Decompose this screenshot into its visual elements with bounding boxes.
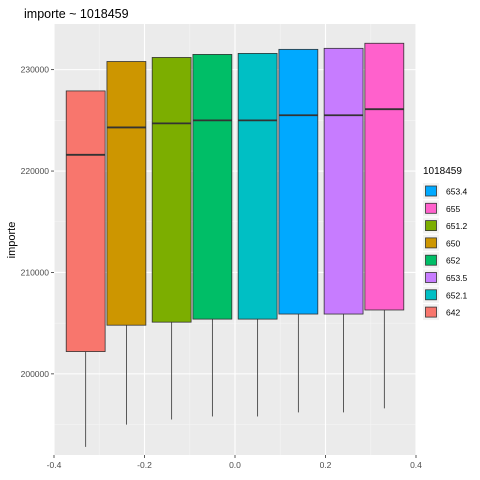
y-axis: 200000 210000 220000 230000 bbox=[21, 65, 54, 379]
legend-swatch bbox=[425, 306, 437, 318]
legend-label: 650 bbox=[446, 238, 460, 248]
legend-swatch bbox=[425, 202, 437, 214]
box-body bbox=[65, 90, 106, 352]
legend-item: 651.2 bbox=[423, 217, 468, 234]
y-tick-label: 200000 bbox=[21, 369, 50, 379]
legend-label: 652 bbox=[446, 256, 460, 266]
legend-swatch bbox=[425, 220, 437, 232]
box-body bbox=[237, 53, 278, 320]
legend-swatch bbox=[425, 254, 437, 266]
legend: 653.4 655 651.2 650 652 653.5 652.1 642 bbox=[423, 183, 468, 321]
legend-swatch bbox=[425, 185, 437, 197]
legend-swatch bbox=[425, 289, 437, 301]
y-tick-label: 230000 bbox=[21, 65, 50, 75]
x-tick-label: 0.4 bbox=[410, 460, 422, 470]
box-body bbox=[323, 47, 364, 315]
x-tick-label: -0.2 bbox=[137, 460, 152, 470]
boxes bbox=[65, 42, 405, 447]
box-653.5 bbox=[323, 47, 364, 413]
chart-title: importe ~ 1018459 bbox=[24, 7, 129, 21]
legend-swatch bbox=[425, 272, 437, 283]
box-652.1 bbox=[237, 53, 278, 417]
box-655 bbox=[364, 42, 405, 409]
x-tick-label: 0.0 bbox=[229, 460, 241, 470]
legend-label: 652.1 bbox=[446, 290, 468, 300]
legend-label: 653.5 bbox=[446, 273, 468, 283]
x-tick-label: -0.4 bbox=[47, 460, 62, 470]
x-axis: -0.4 -0.2 0.0 0.2 0.4 bbox=[47, 455, 422, 470]
y-tick-label: 210000 bbox=[21, 267, 50, 277]
legend-item: 653.4 bbox=[423, 183, 468, 199]
x-tick-label: 0.2 bbox=[320, 460, 332, 470]
legend-item: 655 bbox=[423, 200, 460, 217]
box-body bbox=[106, 61, 147, 326]
legend-item: 642 bbox=[423, 304, 460, 321]
box-642 bbox=[65, 90, 106, 447]
box-body bbox=[151, 57, 192, 323]
y-tick-label: 220000 bbox=[21, 166, 50, 176]
box-653.4 bbox=[278, 48, 319, 413]
legend-label: 653.4 bbox=[446, 187, 468, 197]
legend-item: 650 bbox=[423, 234, 460, 251]
box-651.2 bbox=[151, 57, 192, 420]
legend-swatch bbox=[425, 237, 437, 249]
box-body bbox=[364, 42, 405, 311]
box-body bbox=[192, 54, 233, 320]
legend-label: 651.2 bbox=[446, 221, 468, 231]
legend-label: 655 bbox=[446, 204, 460, 214]
box-body bbox=[278, 48, 319, 315]
box-650 bbox=[106, 61, 147, 425]
legend-item: 652.1 bbox=[423, 286, 468, 303]
legend-item: 653.5 bbox=[423, 269, 468, 286]
box-652 bbox=[192, 54, 233, 417]
legend-item: 652 bbox=[423, 252, 460, 269]
y-axis-label: importe bbox=[6, 222, 18, 259]
legend-label: 642 bbox=[446, 308, 460, 318]
legend-title: 1018459 bbox=[423, 166, 462, 177]
